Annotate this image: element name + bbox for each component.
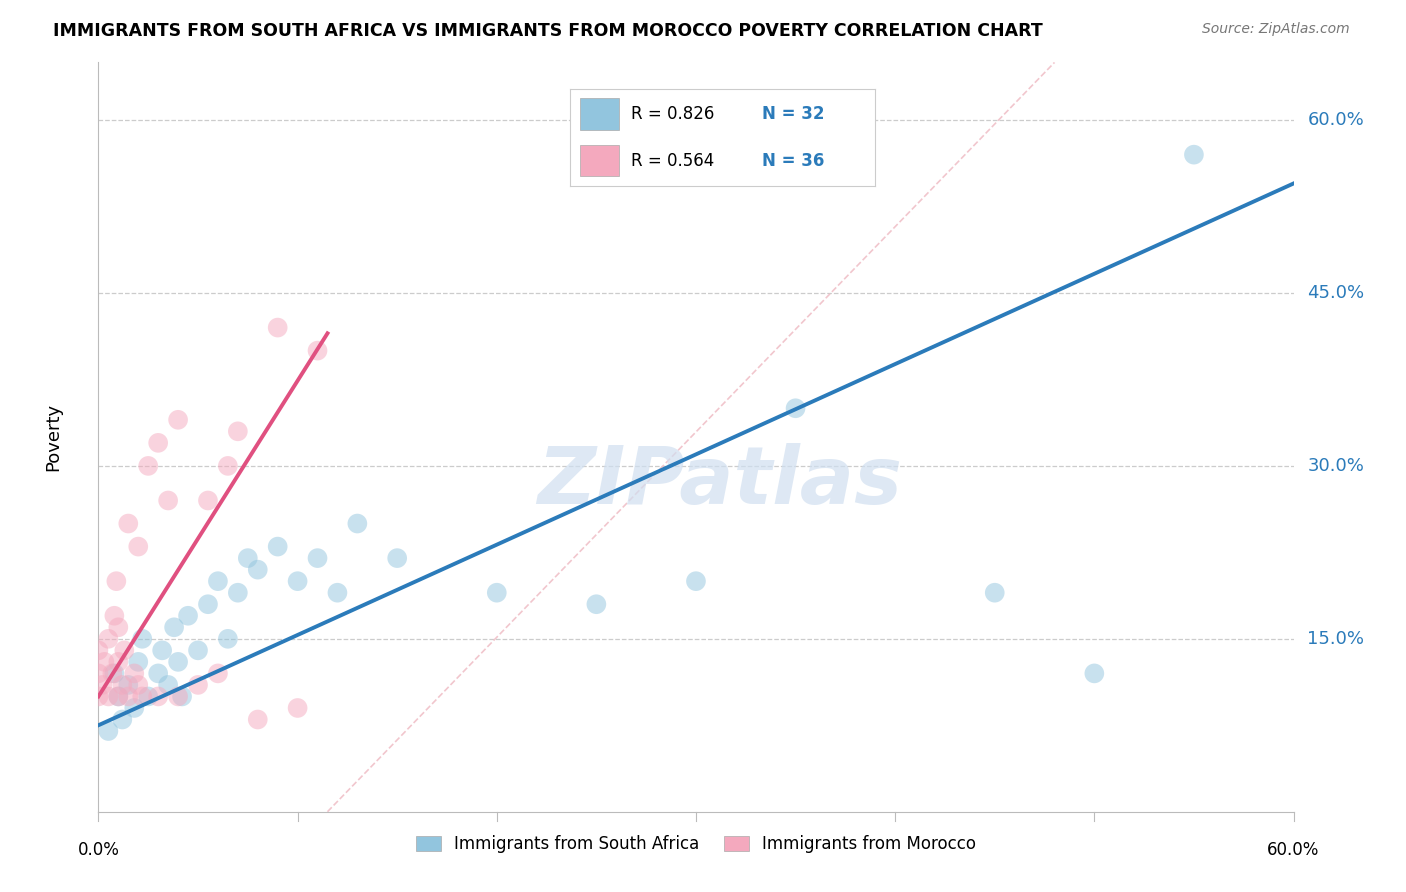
Point [157,678,180,692]
Text: Poverty: Poverty [44,403,62,471]
Point [101,666,124,681]
Text: IMMIGRANTS FROM SOUTH AFRICA VS IMMIGRANTS FROM MOROCCO POVERTY CORRELATION CHAR: IMMIGRANTS FROM SOUTH AFRICA VS IMMIGRAN… [53,22,1043,40]
Point [127,678,149,692]
Point [148,690,170,704]
Point [217,458,239,473]
Point [167,655,190,669]
Point [197,597,219,611]
Point [187,678,209,692]
Point [112,643,135,657]
Point [97,690,120,704]
Legend: Immigrants from South Africa, Immigrants from Morocco: Immigrants from South Africa, Immigrants… [409,829,983,860]
Point [226,425,249,439]
Point [207,574,229,589]
Point [107,655,129,669]
Point [136,458,159,473]
Point [207,666,229,681]
Point [217,632,239,646]
Text: 60.0%: 60.0% [1308,112,1364,129]
Point [111,678,134,692]
Text: Source: ZipAtlas.com: Source: ZipAtlas.com [1202,22,1350,37]
Text: 15.0%: 15.0% [1308,630,1364,648]
Point [117,690,139,704]
Point [287,574,309,589]
Text: 60.0%: 60.0% [1267,840,1320,858]
Point [136,690,159,704]
Point [267,320,290,334]
Point [97,632,120,646]
Point [91,678,114,692]
Point [984,585,1007,599]
Point [326,585,349,599]
Text: 45.0%: 45.0% [1308,284,1365,302]
Point [197,493,219,508]
Point [267,540,290,554]
Text: ZIPatlas: ZIPatlas [537,443,903,521]
Point [105,574,128,589]
Point [172,690,194,704]
Point [1083,666,1105,681]
Point [287,701,309,715]
Point [107,690,129,704]
Point [131,632,153,646]
Point [124,666,146,681]
Point [246,713,269,727]
Point [107,620,129,634]
Point [127,540,149,554]
Point [1182,147,1205,161]
Point [107,690,129,704]
Point [87,690,110,704]
Point [157,493,180,508]
Point [111,713,134,727]
Point [236,551,259,566]
Point [307,343,329,358]
Text: 0.0%: 0.0% [77,840,120,858]
Point [87,666,110,681]
Point [93,655,115,669]
Point [124,701,146,715]
Point [167,413,190,427]
Point [127,655,149,669]
Point [167,690,190,704]
Point [97,724,120,739]
Point [485,585,508,599]
Point [117,678,139,692]
Point [131,690,153,704]
Point [385,551,409,566]
Point [187,643,209,657]
Text: 30.0%: 30.0% [1308,457,1364,475]
Point [150,643,173,657]
Point [685,574,707,589]
Point [148,435,170,450]
Point [785,401,807,416]
Point [585,597,607,611]
Point [117,516,139,531]
Point [87,643,110,657]
Point [226,585,249,599]
Point [346,516,368,531]
Point [148,666,170,681]
Point [307,551,329,566]
Point [103,608,125,623]
Point [103,666,125,681]
Point [163,620,186,634]
Point [246,563,269,577]
Point [177,608,200,623]
